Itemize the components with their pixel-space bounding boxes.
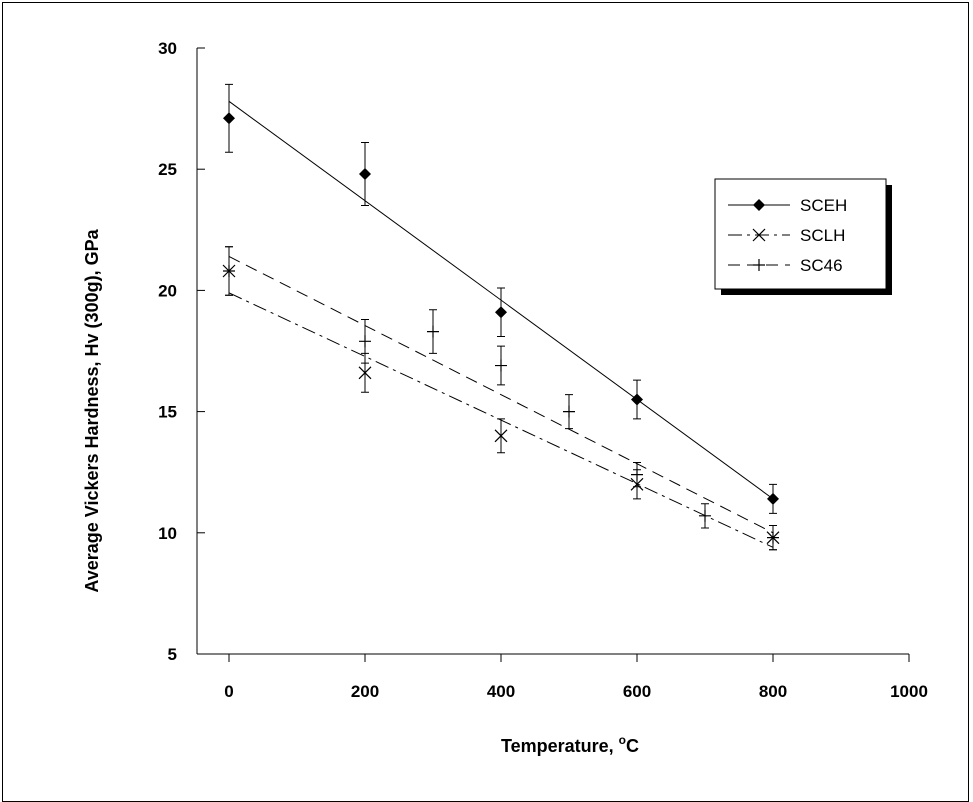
axes: 5 10 15 20 25 30 0 200 400 600 800 1000 — [158, 39, 928, 701]
data-point-sc46 — [427, 325, 439, 338]
data-point-sc46 — [495, 359, 507, 372]
data-point-sceh — [767, 492, 779, 505]
y-axis-title: Average Vickers Hardness, Hv (300g), GPa — [82, 228, 102, 592]
data-point-sceh — [495, 306, 507, 319]
legend-box — [714, 178, 887, 290]
legend-marker-sclh — [752, 228, 766, 242]
data-point-sceh — [631, 393, 643, 406]
legend-marker-sceh — [753, 199, 765, 211]
x-axis-title: Temperature, oC — [501, 733, 639, 756]
data-point-sclh — [494, 429, 508, 443]
data-point-sc46 — [631, 468, 643, 481]
data-point-sc46 — [563, 405, 575, 418]
y-tick-label: 25 — [158, 160, 177, 179]
chart-svg: 5 10 15 20 25 30 0 200 400 600 800 1000 Average Vic… — [82, 39, 928, 756]
y-tick-label: 20 — [158, 281, 177, 300]
legend-marker-sc46 — [753, 259, 765, 271]
data-point-sc46 — [767, 531, 779, 544]
fit-line-sc46 — [228, 256, 774, 534]
x-tick-label: 0 — [224, 682, 233, 701]
data-point-sc46 — [699, 509, 711, 522]
y-tick-label: 5 — [168, 645, 177, 664]
x-axis-title-sup: o — [619, 733, 626, 747]
x-tick-label: 200 — [351, 682, 379, 701]
data-point-sceh — [223, 112, 235, 125]
x-axis-title-suffix: C — [626, 736, 639, 756]
data-point-sceh — [359, 168, 371, 181]
data-points — [222, 83, 780, 551]
x-tick-label: 400 — [487, 682, 515, 701]
legend: SCEH SCLH SC46 — [714, 178, 892, 295]
legend-label-sc46: SC46 — [800, 256, 843, 275]
y-tick-label: 15 — [158, 403, 177, 422]
data-point-sclh — [358, 366, 372, 380]
y-tick-label: 30 — [158, 39, 177, 58]
legend-label-sceh: SCEH — [800, 196, 847, 215]
x-tick-label: 800 — [759, 682, 787, 701]
x-axis-title-main: Temperature, — [501, 736, 619, 756]
data-point-sc46 — [223, 265, 235, 278]
data-point-sc46 — [359, 335, 371, 348]
y-tick-label: 10 — [158, 524, 177, 543]
x-tick-label: 600 — [623, 682, 651, 701]
legend-label-sclh: SCLH — [800, 226, 845, 245]
x-tick-label: 1000 — [890, 682, 928, 701]
